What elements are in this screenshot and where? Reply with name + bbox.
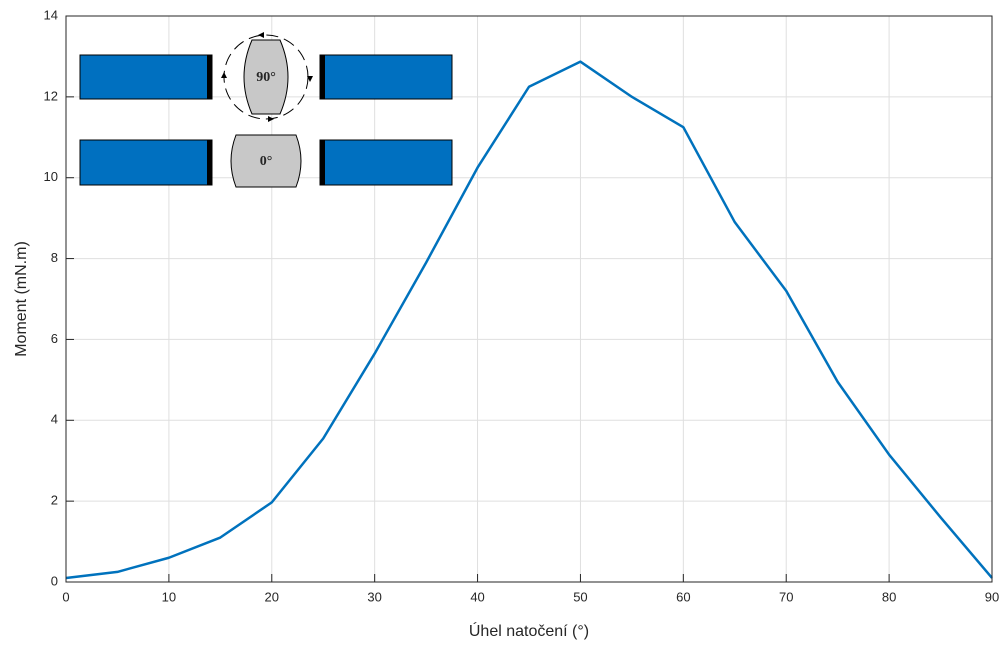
magnet-edge (320, 55, 325, 99)
x-tick-label: 40 (470, 589, 484, 604)
x-tick-label: 0 (62, 589, 69, 604)
y-tick-label: 2 (51, 493, 58, 508)
magnet-edge (207, 140, 212, 185)
inset-diagram: 90° 0° (79, 32, 453, 188)
y-tick-label: 10 (44, 169, 58, 184)
plot-frame (65, 15, 993, 583)
magnet-edge (320, 140, 325, 185)
angle-label: 90° (256, 70, 276, 85)
y-tick-label: 8 (51, 250, 58, 265)
y-tick-label: 12 (44, 88, 58, 103)
x-tick-label: 60 (676, 589, 690, 604)
y-tick-label: 4 (51, 412, 58, 427)
magnet (79, 139, 213, 186)
x-tick-label: 20 (265, 589, 279, 604)
x-axis-label: Úhel natočení (°) (469, 621, 589, 640)
x-tick-label: 10 (162, 589, 176, 604)
magnet-edge (207, 55, 212, 99)
rotor-90 (243, 39, 289, 115)
angle-label: 0° (260, 154, 273, 169)
x-tick-label: 70 (779, 589, 793, 604)
y-axis-label: Moment (mN.m) (13, 241, 30, 357)
magnet (79, 54, 213, 100)
y-tick-label: 6 (51, 331, 58, 346)
y-tick-label: 0 (51, 573, 58, 588)
data-line (65, 60, 993, 580)
y-tick-label: 14 (44, 7, 58, 22)
x-tick-label: 90 (985, 589, 999, 604)
x-tick-label: 80 (882, 589, 896, 604)
x-tick-label: 30 (367, 589, 381, 604)
x-tick-label: 50 (573, 589, 587, 604)
magnet (319, 54, 453, 100)
rotor-0 (230, 134, 302, 188)
magnet (319, 139, 453, 186)
